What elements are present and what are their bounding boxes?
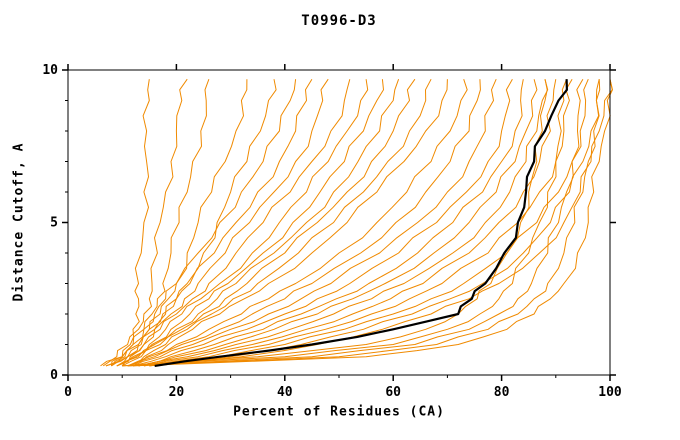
model-07-curve bbox=[111, 78, 313, 367]
x-axis-label: Percent of Residues (CA) bbox=[233, 404, 445, 420]
model-16-curve bbox=[127, 79, 468, 367]
model-03-curve bbox=[105, 79, 210, 367]
model-23-curve bbox=[143, 79, 557, 367]
model-15-curve bbox=[127, 79, 448, 367]
model-12-curve bbox=[121, 79, 400, 367]
x-tick-label: 40 bbox=[277, 385, 293, 400]
model-24-curve bbox=[143, 78, 573, 367]
model-31-curve bbox=[127, 79, 600, 367]
model-05-curve bbox=[111, 79, 277, 367]
model-02-curve bbox=[102, 78, 188, 367]
x-tick-label: 20 bbox=[169, 385, 185, 400]
model-17-curve bbox=[132, 79, 481, 367]
x-tick-label: 100 bbox=[598, 385, 622, 400]
chart-title: T0996-D3 bbox=[301, 13, 377, 29]
y-tick-label: 10 bbox=[42, 63, 58, 78]
model-08-curve bbox=[116, 78, 329, 367]
y-tick-label: 5 bbox=[50, 216, 58, 231]
model-21-curve bbox=[138, 79, 538, 367]
highlighted-model-curve bbox=[154, 79, 568, 367]
model-14-curve bbox=[127, 78, 432, 367]
model-18-curve bbox=[132, 78, 497, 367]
model-25-curve bbox=[149, 79, 589, 367]
y-tick-label: 0 bbox=[50, 368, 58, 383]
x-tick-label: 60 bbox=[385, 385, 401, 400]
model-29-curve bbox=[122, 79, 568, 367]
model-01-curve bbox=[100, 79, 150, 367]
y-axis-label: Distance Cutoff, A bbox=[11, 142, 27, 302]
model-09-curve bbox=[116, 79, 351, 367]
model-11-curve bbox=[121, 79, 384, 367]
model-30-curve bbox=[127, 78, 584, 367]
model-27-curve bbox=[154, 79, 613, 367]
model-19-curve bbox=[132, 78, 513, 367]
model-13-curve bbox=[121, 78, 416, 367]
model-26-curve bbox=[149, 79, 601, 367]
model-22-curve bbox=[138, 79, 549, 367]
model-10-curve bbox=[116, 79, 369, 367]
x-tick-label: 0 bbox=[64, 385, 72, 400]
model-32-curve bbox=[132, 79, 613, 367]
model-06-curve bbox=[110, 79, 297, 366]
x-tick-label: 80 bbox=[494, 385, 510, 400]
model-28-curve bbox=[122, 79, 548, 367]
model-20-curve bbox=[138, 79, 524, 367]
